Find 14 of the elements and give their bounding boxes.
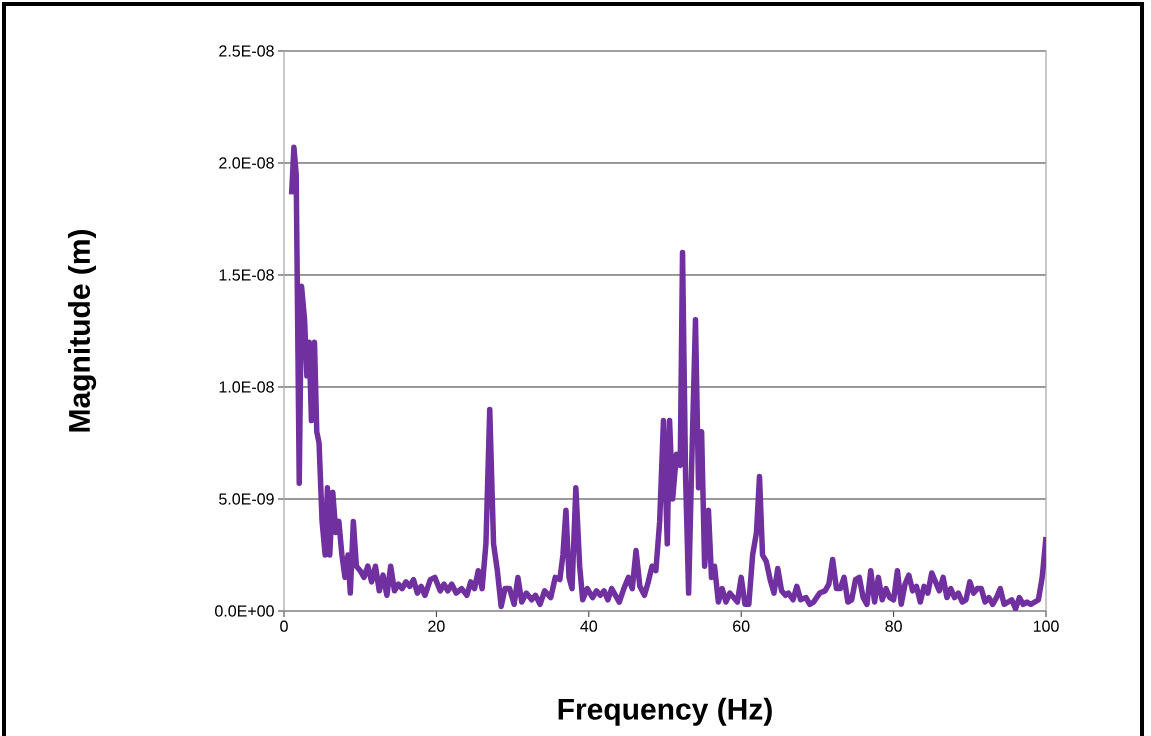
x-tick-label: 60 xyxy=(733,620,750,632)
y-tick-label: 0.0E+00 xyxy=(215,605,274,617)
y-tick-label: 2.0E-08 xyxy=(219,157,274,169)
x-tick-label: 0 xyxy=(280,620,288,632)
x-tick-label: 80 xyxy=(885,620,902,632)
y-tick-label: 1.0E-08 xyxy=(219,381,274,393)
x-tick-label: 20 xyxy=(428,620,445,632)
x-axis-title: Frequency (Hz) xyxy=(558,697,772,726)
y-axis-title: Magnitude (m) xyxy=(68,230,97,432)
y-tick-label: 5.0E-09 xyxy=(219,493,274,505)
y-tick-label: 1.5E-08 xyxy=(219,269,274,281)
y-tick-label: 2.5E-08 xyxy=(219,45,274,57)
x-tick-label: 100 xyxy=(1033,620,1059,632)
x-tick-label: 40 xyxy=(580,620,598,632)
